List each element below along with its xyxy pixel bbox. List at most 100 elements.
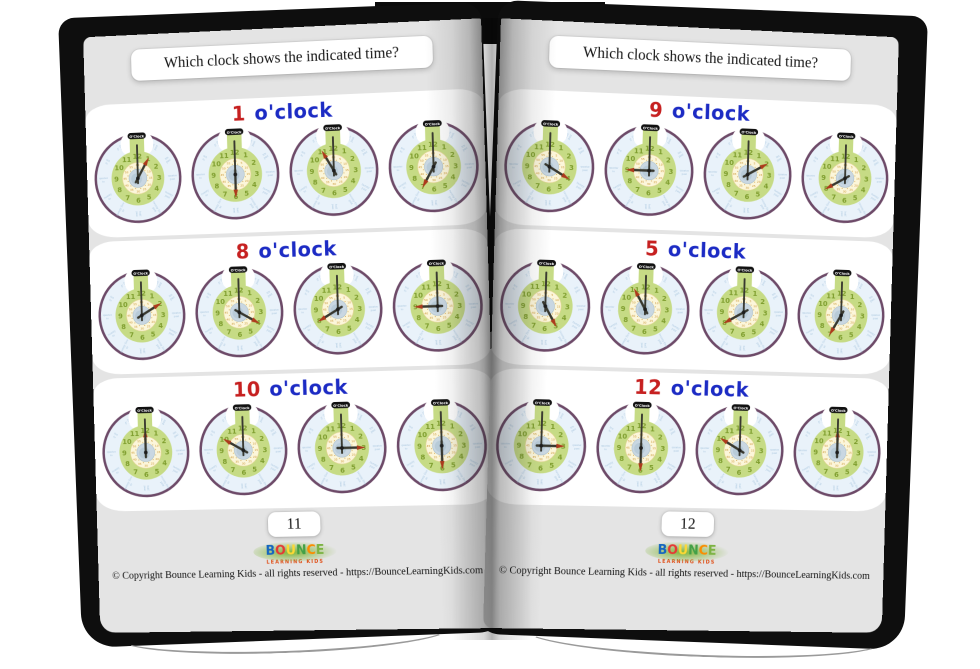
minute-number: 55 — [731, 437, 735, 441]
minute-number: 5 — [147, 302, 149, 306]
logo-word: BOUNCE — [650, 544, 725, 558]
minute-number: 20 — [854, 183, 858, 187]
minute-number: 25 — [438, 176, 442, 180]
oclock-label: O'Clock — [137, 408, 152, 412]
hour-number: 9 — [516, 441, 521, 450]
hour-number: 4 — [450, 173, 455, 181]
hour-number: 3 — [664, 305, 669, 314]
clock-face: fivepasttenpastquarterpasttwentypasttwen… — [795, 125, 894, 228]
minute-number: 40 — [226, 317, 230, 321]
minute-phrase: halfpast — [636, 481, 643, 487]
logo-letter: C — [306, 543, 316, 558]
hour-number: 11 — [227, 428, 237, 436]
hour-number: 1 — [449, 422, 454, 430]
minute-number: 10 — [343, 161, 347, 165]
hour-number: 2 — [861, 163, 866, 172]
minute-number: 45 — [131, 451, 135, 455]
hour-number: 9 — [219, 447, 224, 455]
hour-number: 10 — [625, 154, 635, 163]
minute-number: 50 — [328, 439, 332, 443]
copyright-line: © Copyright Bounce Learning Kids - all r… — [98, 565, 497, 582]
hour-number: 2 — [255, 297, 260, 305]
minute-number: 10 — [650, 439, 654, 443]
hour-number: 2 — [449, 151, 454, 159]
hour-number: 1 — [558, 143, 563, 152]
minute-number: 55 — [533, 432, 537, 436]
hour-number: 1 — [853, 155, 858, 164]
minute-number: 15 — [254, 448, 258, 452]
hour-number: 6 — [740, 330, 745, 339]
hour-number: 7 — [733, 189, 738, 198]
hour-number: 5 — [450, 461, 455, 469]
hour-number: 4 — [759, 319, 764, 328]
minute-number: 35 — [130, 188, 134, 192]
hour-number: 8 — [527, 172, 532, 181]
hour-number: 11 — [732, 150, 742, 159]
minute-number: 45 — [630, 307, 634, 311]
hour-number: 7 — [329, 464, 334, 472]
minute-number: 30 — [741, 324, 745, 328]
minute-number: 30 — [543, 318, 547, 322]
hour-number: 5 — [248, 327, 253, 335]
minute-number: 20 — [756, 180, 760, 184]
minute-number: 50 — [324, 301, 328, 305]
hour-number: 7 — [428, 462, 433, 470]
minute-number: 15 — [856, 177, 860, 181]
minute-number: 55 — [424, 153, 428, 157]
minute-number: 50 — [132, 444, 136, 448]
hour-number: 11 — [125, 293, 135, 301]
minute-number: 5 — [846, 302, 848, 306]
minute-number: 5 — [248, 436, 250, 440]
hour-number: 3 — [453, 162, 458, 170]
hour-number: 11 — [625, 424, 635, 433]
hour-number: 2 — [566, 152, 571, 161]
minute-number: 50 — [424, 298, 428, 302]
minute-number: 25 — [649, 319, 653, 323]
minute-number: 55 — [329, 296, 333, 300]
oclock-label: O'Clock — [226, 130, 242, 135]
hour-number: 10 — [621, 293, 631, 302]
minute-number: 25 — [653, 180, 657, 184]
minute-number: 30 — [340, 459, 344, 463]
minute-number: 35 — [329, 319, 333, 323]
bounce-learning-kids-logo: BOUNCE LEARNING KIDS — [485, 538, 884, 568]
minute-number: 55 — [137, 439, 141, 443]
question-row: 8o'clockfivepasttenpastquarterpasttwenty… — [89, 228, 491, 375]
minute-number: 50 — [627, 439, 631, 443]
hour-number: 1 — [650, 424, 655, 433]
minute-number: 15 — [560, 165, 564, 169]
hour-number: 2 — [661, 294, 666, 303]
minute-number: 50 — [730, 303, 734, 307]
minute-number: 30 — [737, 462, 741, 466]
hour-number: 10 — [724, 158, 734, 167]
minute-number: 25 — [248, 460, 252, 464]
minute-number: 20 — [550, 451, 554, 455]
hour-number: 4 — [657, 455, 662, 464]
minute-number: 35 — [429, 316, 433, 320]
minute-number: 25 — [338, 180, 342, 184]
hour-number: 5 — [747, 465, 752, 474]
hour-number: 1 — [341, 147, 346, 155]
hour-number: 6 — [340, 467, 345, 475]
hour-number: 4 — [763, 182, 768, 191]
hour-number: 4 — [557, 453, 562, 462]
oclock-label: O'Clock — [432, 401, 448, 405]
hour-number: 8 — [627, 176, 632, 185]
hour-number: 5 — [446, 322, 451, 330]
minute-number: 45 — [228, 448, 232, 452]
hour-number: 4 — [561, 313, 566, 322]
clock-face: fivepasttenpastquarterpasttwentypasttwen… — [96, 400, 195, 501]
minute-number: 30 — [336, 321, 340, 325]
hour-number: 2 — [562, 291, 567, 300]
hour-number: 8 — [519, 452, 524, 461]
page-footer: 11 BOUNCE LEARNING KIDS © Copyright Boun… — [97, 508, 498, 582]
minute-number: 20 — [658, 176, 662, 180]
hour-number: 1 — [654, 286, 659, 295]
hour-number: 7 — [133, 468, 138, 476]
hour-number: 4 — [856, 322, 861, 331]
hour-number: 8 — [312, 179, 317, 187]
hour-number: 8 — [222, 458, 227, 466]
minute-number: 50 — [226, 304, 230, 308]
hour-number: 4 — [860, 185, 865, 194]
hour-number: 1 — [243, 151, 248, 159]
